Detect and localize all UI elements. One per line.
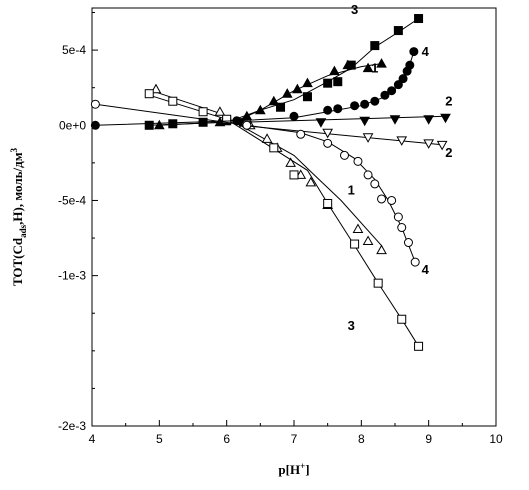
data-point <box>377 246 386 254</box>
curve-label: 2 <box>445 145 452 160</box>
curve-label: 3 <box>348 318 355 333</box>
x-tick-label: 6 <box>223 432 230 446</box>
y-tick-label: -5e-4 <box>58 193 86 207</box>
data-point <box>290 112 298 120</box>
series-1-triangle-open <box>151 85 386 254</box>
series-3-square-open <box>145 90 422 351</box>
plot-frame <box>92 8 496 426</box>
series-layer <box>91 15 450 351</box>
y-tick-label: -2e-3 <box>58 419 86 433</box>
x-tick-label: 4 <box>89 432 96 446</box>
data-point <box>371 42 379 50</box>
data-point <box>169 97 177 105</box>
data-point <box>215 107 224 115</box>
data-point <box>371 97 379 105</box>
data-point <box>415 342 423 350</box>
data-point <box>316 119 325 127</box>
data-point <box>404 239 412 247</box>
data-point <box>441 114 450 122</box>
data-point <box>388 196 396 204</box>
data-point <box>424 116 433 124</box>
data-point <box>341 151 349 159</box>
data-point <box>364 171 372 179</box>
series-line <box>149 95 418 346</box>
y-tick-label: 0e+0 <box>59 118 86 132</box>
data-point <box>388 87 396 95</box>
x-tick-label: 5 <box>156 432 163 446</box>
y-tick-label: -1e-3 <box>58 269 86 283</box>
data-point <box>243 121 251 129</box>
data-point <box>324 106 332 114</box>
series-2-triangle-down-filled <box>236 114 450 127</box>
data-point <box>293 85 302 93</box>
data-point <box>277 103 285 111</box>
series-line <box>95 52 414 126</box>
x-axis-title: p[H+] <box>278 461 309 477</box>
data-point <box>334 78 342 86</box>
series-line <box>156 92 382 245</box>
data-point <box>394 27 402 35</box>
data-point <box>391 116 400 124</box>
curve-label: 2 <box>445 94 452 109</box>
data-point <box>353 225 362 233</box>
data-point <box>334 105 342 113</box>
data-point <box>371 180 379 188</box>
curve-label: 4 <box>422 262 430 277</box>
curve-label: 1 <box>348 182 355 197</box>
data-point <box>303 79 312 87</box>
curve-label: 4 <box>422 44 430 59</box>
curve-label: 1 <box>371 61 378 76</box>
data-point <box>354 157 362 165</box>
data-point <box>398 224 406 232</box>
data-point <box>145 90 153 98</box>
data-point <box>374 279 382 287</box>
data-point <box>91 100 99 108</box>
data-point <box>270 144 278 152</box>
data-point <box>378 195 386 203</box>
data-point <box>199 108 207 116</box>
series-line <box>159 64 381 126</box>
data-point <box>303 93 311 101</box>
data-point <box>364 237 373 245</box>
x-tick-label: 7 <box>291 432 298 446</box>
data-point <box>351 102 359 110</box>
data-point <box>399 75 407 83</box>
data-point <box>145 121 153 129</box>
series-3-square-filled <box>145 15 422 130</box>
data-point <box>415 15 423 23</box>
data-point <box>297 130 305 138</box>
data-point <box>361 100 369 108</box>
data-point <box>290 171 298 179</box>
data-point <box>324 79 332 87</box>
data-point <box>406 61 414 69</box>
curve-label: 3 <box>351 2 358 17</box>
x-tick-label: 9 <box>425 432 432 446</box>
x-tick-label: 10 <box>489 432 503 446</box>
data-point <box>351 240 359 248</box>
data-point <box>169 120 177 128</box>
data-point <box>91 121 99 129</box>
data-point <box>347 61 355 69</box>
x-axis: 4 5 6 7 8 9 10 <box>89 420 503 446</box>
data-point <box>324 139 332 147</box>
data-point <box>360 117 369 125</box>
data-point <box>330 67 339 75</box>
data-point <box>411 258 419 266</box>
y-axis-title: TOT(Cdads,H), моль/дм3 <box>9 147 28 286</box>
y-tick-label: 5e-4 <box>62 43 86 57</box>
data-point <box>410 48 418 56</box>
x-tick-label: 8 <box>358 432 365 446</box>
data-point <box>324 199 332 207</box>
data-point <box>394 213 402 221</box>
data-point <box>398 315 406 323</box>
